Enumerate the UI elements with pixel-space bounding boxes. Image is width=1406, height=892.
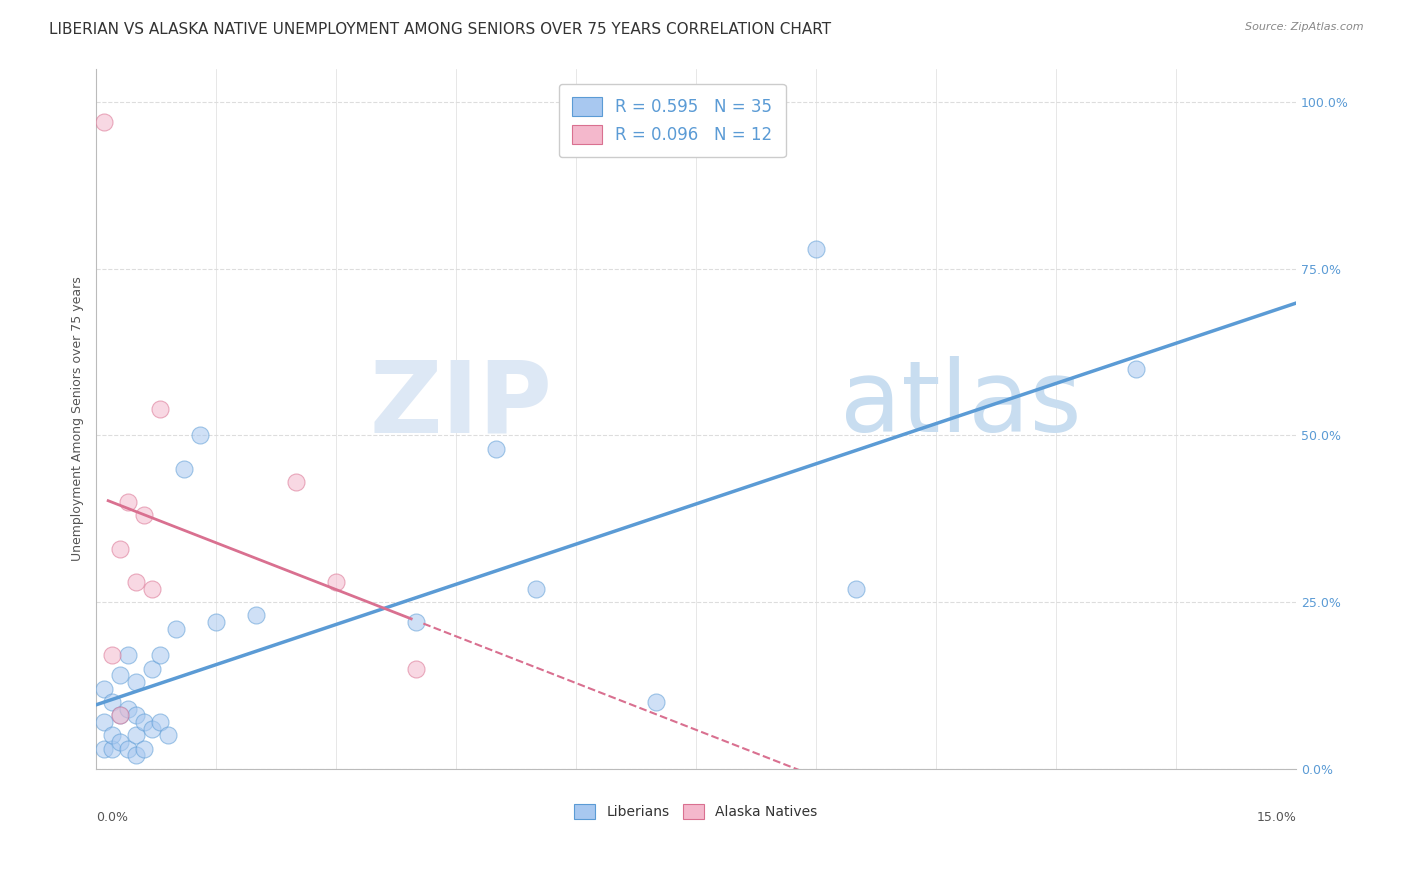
Point <box>149 648 172 663</box>
Text: 15.0%: 15.0% <box>1256 811 1296 823</box>
Text: ZIP: ZIP <box>370 356 553 453</box>
Point <box>141 662 163 676</box>
Point <box>149 714 172 729</box>
Point <box>405 662 427 676</box>
Point <box>132 714 155 729</box>
Point <box>524 582 547 596</box>
Point <box>141 722 163 736</box>
Point <box>125 748 148 763</box>
Point <box>149 401 172 416</box>
Point <box>125 708 148 723</box>
Point <box>108 708 131 723</box>
Point <box>157 728 180 742</box>
Point <box>485 442 508 456</box>
Point <box>117 648 139 663</box>
Point <box>93 714 115 729</box>
Point <box>645 695 668 709</box>
Point <box>205 615 228 629</box>
Point <box>117 741 139 756</box>
Point <box>108 541 131 556</box>
Point <box>132 741 155 756</box>
Point <box>101 648 124 663</box>
Point <box>285 475 308 489</box>
Point <box>173 461 195 475</box>
Point <box>93 115 115 129</box>
Text: 0.0%: 0.0% <box>96 811 128 823</box>
Text: Source: ZipAtlas.com: Source: ZipAtlas.com <box>1246 22 1364 32</box>
Point <box>141 582 163 596</box>
Point <box>405 615 427 629</box>
Point <box>101 741 124 756</box>
Point <box>125 728 148 742</box>
Point <box>325 574 347 589</box>
Point <box>117 701 139 715</box>
Y-axis label: Unemployment Among Seniors over 75 years: Unemployment Among Seniors over 75 years <box>72 277 84 561</box>
Point <box>125 574 148 589</box>
Point <box>93 741 115 756</box>
Text: LIBERIAN VS ALASKA NATIVE UNEMPLOYMENT AMONG SENIORS OVER 75 YEARS CORRELATION C: LIBERIAN VS ALASKA NATIVE UNEMPLOYMENT A… <box>49 22 831 37</box>
Point <box>188 428 211 442</box>
Text: atlas: atlas <box>839 356 1081 453</box>
Legend: Liberians, Alaska Natives: Liberians, Alaska Natives <box>569 798 823 825</box>
Point <box>132 508 155 523</box>
Point <box>108 668 131 682</box>
Point <box>804 242 827 256</box>
Point <box>125 674 148 689</box>
Point <box>117 495 139 509</box>
Point <box>165 622 187 636</box>
Point <box>93 681 115 696</box>
Point <box>101 695 124 709</box>
Point <box>108 735 131 749</box>
Point <box>845 582 868 596</box>
Point <box>1125 361 1147 376</box>
Point <box>245 608 267 623</box>
Point <box>108 708 131 723</box>
Point <box>101 728 124 742</box>
